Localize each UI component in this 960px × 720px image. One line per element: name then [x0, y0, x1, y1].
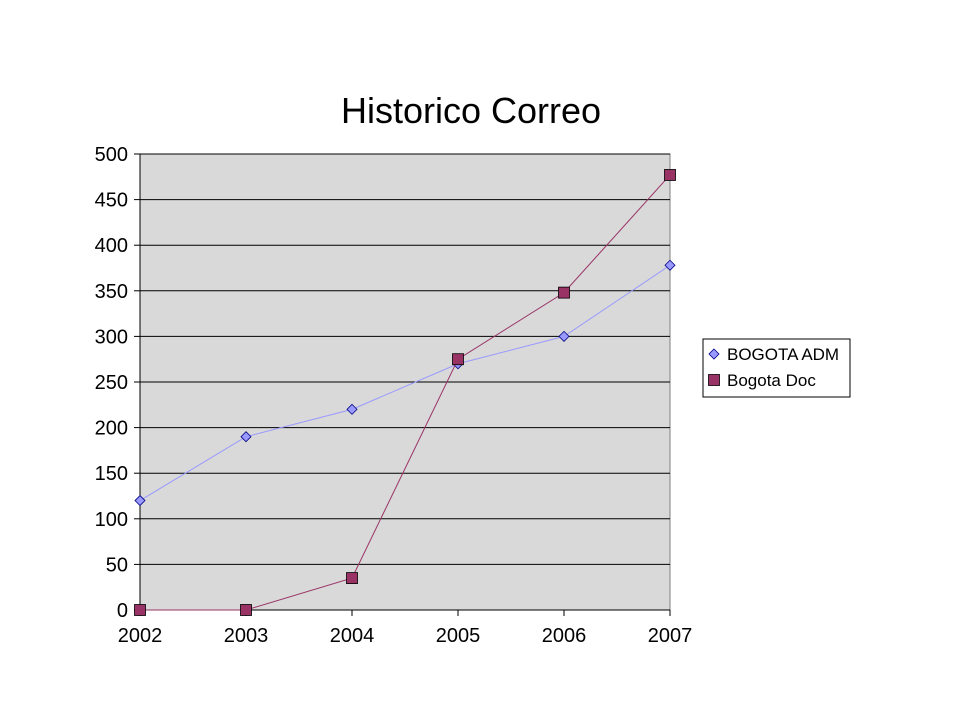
- y-tick-label: 400: [95, 235, 128, 257]
- series-bogota-adm-point: [558, 330, 570, 342]
- series-bogota-doc-point: [558, 286, 570, 299]
- series-bogota-adm-line: [139, 264, 671, 501]
- x-tick-label: 2005: [436, 625, 481, 647]
- x-tick-label: 2007: [648, 625, 693, 647]
- legend: BOGOTA ADM Bogota Doc: [702, 338, 851, 398]
- series-bogota-doc-point: [346, 572, 358, 584]
- legend-item-bogota-doc-label: Bogota Doc: [727, 371, 816, 390]
- y-tick-label: 250: [95, 372, 128, 394]
- series-bogota-adm-point: [240, 431, 252, 443]
- y-tick-label: 300: [95, 326, 128, 348]
- x-tick-label: 2002: [118, 625, 163, 647]
- series-bogota-doc-point: [452, 353, 464, 366]
- series-bogota-doc-line: [140, 174, 671, 611]
- series-bogota-adm-point: [134, 494, 146, 507]
- series-bogota-doc-point: [664, 169, 676, 181]
- y-tick-label: 450: [95, 190, 128, 212]
- y-tick-label: 50: [106, 554, 128, 576]
- plot-area: 0 50 100 150 200 250 300 350 400 450 500 2002 2003 20…: [95, 144, 693, 647]
- legend-item-bogota-adm-marker: [708, 348, 720, 360]
- series-bogota-doc-point: [134, 604, 146, 616]
- y-tick-label: 500: [95, 144, 128, 166]
- series-bogota-adm-point: [346, 403, 358, 415]
- y-tick-label: 150: [95, 463, 128, 485]
- series-bogota-doc-point: [240, 604, 252, 616]
- legend-item-bogota-doc-marker: [708, 374, 720, 386]
- x-tick-label: 2006: [542, 625, 587, 647]
- y-tick-label: 100: [95, 509, 128, 531]
- x-tick-label: 2004: [330, 625, 375, 647]
- x-tick-label: 2003: [224, 625, 269, 647]
- chart-title: Historico Correo: [341, 90, 601, 131]
- legend-item-bogota-adm-label: BOGOTA ADM: [727, 345, 839, 364]
- y-tick-label: 0: [117, 600, 128, 622]
- legend-box: [702, 338, 851, 398]
- y-tick-label: 350: [95, 281, 128, 303]
- series-bogota-adm-point: [664, 259, 676, 271]
- y-tick-label: 200: [95, 418, 128, 440]
